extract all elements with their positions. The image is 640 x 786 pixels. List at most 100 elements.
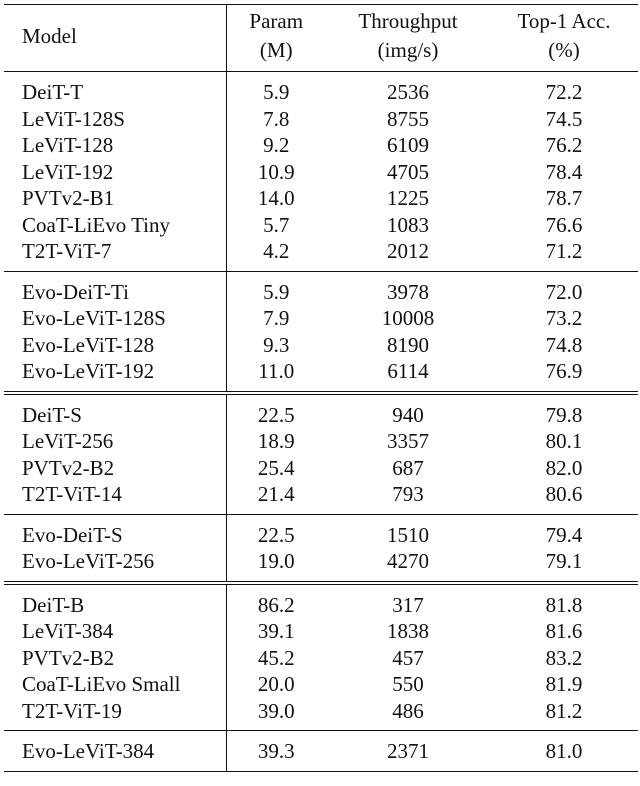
cell-param: 22.5 xyxy=(226,513,326,548)
table-row: T2T-ViT-7 4.2 2012 71.2 xyxy=(4,238,638,271)
header-param-line2: (M) xyxy=(259,38,293,62)
table-row: PVTv2-B2 25.4 687 82.0 xyxy=(4,454,638,481)
cell-param: 39.3 xyxy=(226,730,326,772)
table-row: LeViT-128 9.2 6109 76.2 xyxy=(4,132,638,159)
header-row: Model Param (M) Throughput (img/s) Top-1… xyxy=(4,4,638,72)
table-row: Evo-LeViT-128S 7.9 10008 73.2 xyxy=(4,305,638,332)
cell-accuracy: 81.8 xyxy=(490,580,638,618)
cell-model: Evo-LeViT-256 xyxy=(4,548,227,583)
cell-accuracy: 76.6 xyxy=(545,212,583,237)
cell-accuracy: 81.0 xyxy=(490,730,638,772)
header-accuracy-line1: Top-1 Acc. xyxy=(517,9,611,33)
cell-model: PVTv2-B1 xyxy=(4,185,227,212)
cell-model: T2T-ViT-19 xyxy=(4,697,227,731)
cell-accuracy: 72.2 xyxy=(490,71,638,106)
cell-throughput: 8190 xyxy=(387,332,429,357)
table-row: Evo-DeiT-Ti 5.9 3978 72.0 xyxy=(4,270,638,305)
table-row: T2T-ViT-14 21.4 793 80.6 xyxy=(4,481,638,514)
cell-model: Evo-DeiT-Ti xyxy=(4,270,227,305)
cell-param: 21.4 xyxy=(257,482,295,506)
cell-throughput: 8755 xyxy=(387,106,429,131)
table-group: DeiT-T 5.9 2536 72.2 LeViT-128S 7.8 8755 74.5 Le… xyxy=(4,71,638,271)
cell-param: 7.9 xyxy=(263,306,290,330)
cell-throughput: 1510 xyxy=(326,513,490,548)
header-model: Model xyxy=(4,4,227,72)
cell-model: Evo-LeViT-128S xyxy=(4,305,227,332)
table-row: Evo-LeViT-256 19.0 4270 79.1 xyxy=(4,548,638,583)
cell-throughput: 2536 xyxy=(326,71,490,106)
cell-accuracy: 72.0 xyxy=(490,270,638,305)
cell-throughput: 1083 xyxy=(387,212,429,237)
cell-accuracy: 78.7 xyxy=(545,186,583,210)
cell-throughput: 793 xyxy=(392,482,424,506)
cell-accuracy: 76.9 xyxy=(545,359,583,383)
table-row: PVTv2-B1 14.0 1225 78.7 xyxy=(4,185,638,212)
cell-accuracy: 80.1 xyxy=(545,429,583,453)
cell-throughput: 457 xyxy=(392,645,424,670)
cell-accuracy: 76.2 xyxy=(545,133,583,157)
table-row: PVTv2-B2 45.2 457 83.2 xyxy=(4,644,638,671)
cell-throughput: 1225 xyxy=(387,186,429,210)
table-row: DeiT-S 22.5 940 79.8 xyxy=(4,390,638,428)
cell-throughput: 3978 xyxy=(326,270,490,305)
cell-model: DeiT-B xyxy=(4,580,227,618)
cell-param: 22.5 xyxy=(226,390,326,428)
cell-model: LeViT-192 xyxy=(4,158,227,185)
cell-accuracy: 79.1 xyxy=(545,549,583,573)
table-group: Evo-LeViT-384 39.3 2371 81.0 xyxy=(4,730,638,772)
cell-model: PVTv2-B2 xyxy=(4,454,227,481)
cell-param: 4.2 xyxy=(263,239,290,263)
cell-param: 45.2 xyxy=(257,645,295,670)
table-group: Evo-DeiT-Ti 5.9 3978 72.0 Evo-LeViT-128S 7.9 1… xyxy=(4,270,638,393)
cell-accuracy: 74.8 xyxy=(545,332,583,357)
cell-param: 7.8 xyxy=(263,106,290,131)
cell-model: LeViT-256 xyxy=(4,428,227,455)
cell-param: 5.9 xyxy=(226,270,326,305)
cell-param: 86.2 xyxy=(226,580,326,618)
header-throughput-line1: Throughput xyxy=(358,9,458,33)
cell-throughput: 940 xyxy=(326,390,490,428)
results-table-container: Model Param (M) Throughput (img/s) Top-1… xyxy=(4,4,638,772)
table-group: DeiT-S 22.5 940 79.8 LeViT-256 18.9 3357 80.1 PV… xyxy=(4,390,638,514)
cell-throughput: 317 xyxy=(326,580,490,618)
table-row: LeViT-192 10.9 4705 78.4 xyxy=(4,158,638,185)
cell-throughput: 687 xyxy=(392,455,424,480)
cell-accuracy: 79.8 xyxy=(490,390,638,428)
cell-model: LeViT-128S xyxy=(4,105,227,132)
cell-model: LeViT-128 xyxy=(4,132,227,159)
cell-accuracy: 79.4 xyxy=(490,513,638,548)
cell-accuracy: 71.2 xyxy=(545,239,583,263)
cell-throughput: 2371 xyxy=(326,730,490,772)
cell-throughput: 6114 xyxy=(387,359,429,383)
cell-model: Evo-LeViT-128 xyxy=(4,331,227,358)
header-param-line1: Param xyxy=(249,9,304,33)
table-row: Evo-LeViT-128 9.3 8190 74.8 xyxy=(4,331,638,358)
cell-throughput: 6109 xyxy=(387,133,429,157)
cell-param: 19.0 xyxy=(257,549,295,573)
cell-param: 9.3 xyxy=(263,332,290,357)
header-throughput: Throughput (img/s) xyxy=(326,4,490,72)
cell-throughput: 486 xyxy=(392,698,424,723)
cell-param: 39.0 xyxy=(257,698,295,723)
cell-accuracy: 80.6 xyxy=(545,482,583,506)
header-model-label: Model xyxy=(22,23,77,48)
cell-model: Evo-LeViT-192 xyxy=(4,358,227,393)
cell-model: LeViT-384 xyxy=(4,618,227,645)
cell-param: 5.9 xyxy=(226,71,326,106)
header-accuracy-line2: (%) xyxy=(548,38,580,62)
cell-accuracy: 78.4 xyxy=(545,159,583,184)
cell-param: 20.0 xyxy=(257,672,295,696)
cell-throughput: 10008 xyxy=(381,306,435,330)
cell-param: 10.9 xyxy=(257,159,295,184)
table-row: Evo-LeViT-384 39.3 2371 81.0 xyxy=(4,730,638,772)
cell-model: CoaT-LiEvo Small xyxy=(4,671,227,698)
results-table: Model Param (M) Throughput (img/s) Top-1… xyxy=(4,4,638,772)
table-row: Evo-LeViT-192 11.0 6114 76.9 xyxy=(4,358,638,393)
table-row: Evo-DeiT-S 22.5 1510 79.4 xyxy=(4,513,638,548)
table-header: Model Param (M) Throughput (img/s) Top-1… xyxy=(4,4,638,72)
cell-throughput: 4270 xyxy=(387,549,429,573)
header-accuracy: Top-1 Acc. (%) xyxy=(490,4,638,72)
cell-throughput: 1838 xyxy=(387,619,429,643)
header-param: Param (M) xyxy=(226,4,326,72)
cell-accuracy: 81.6 xyxy=(545,619,583,643)
